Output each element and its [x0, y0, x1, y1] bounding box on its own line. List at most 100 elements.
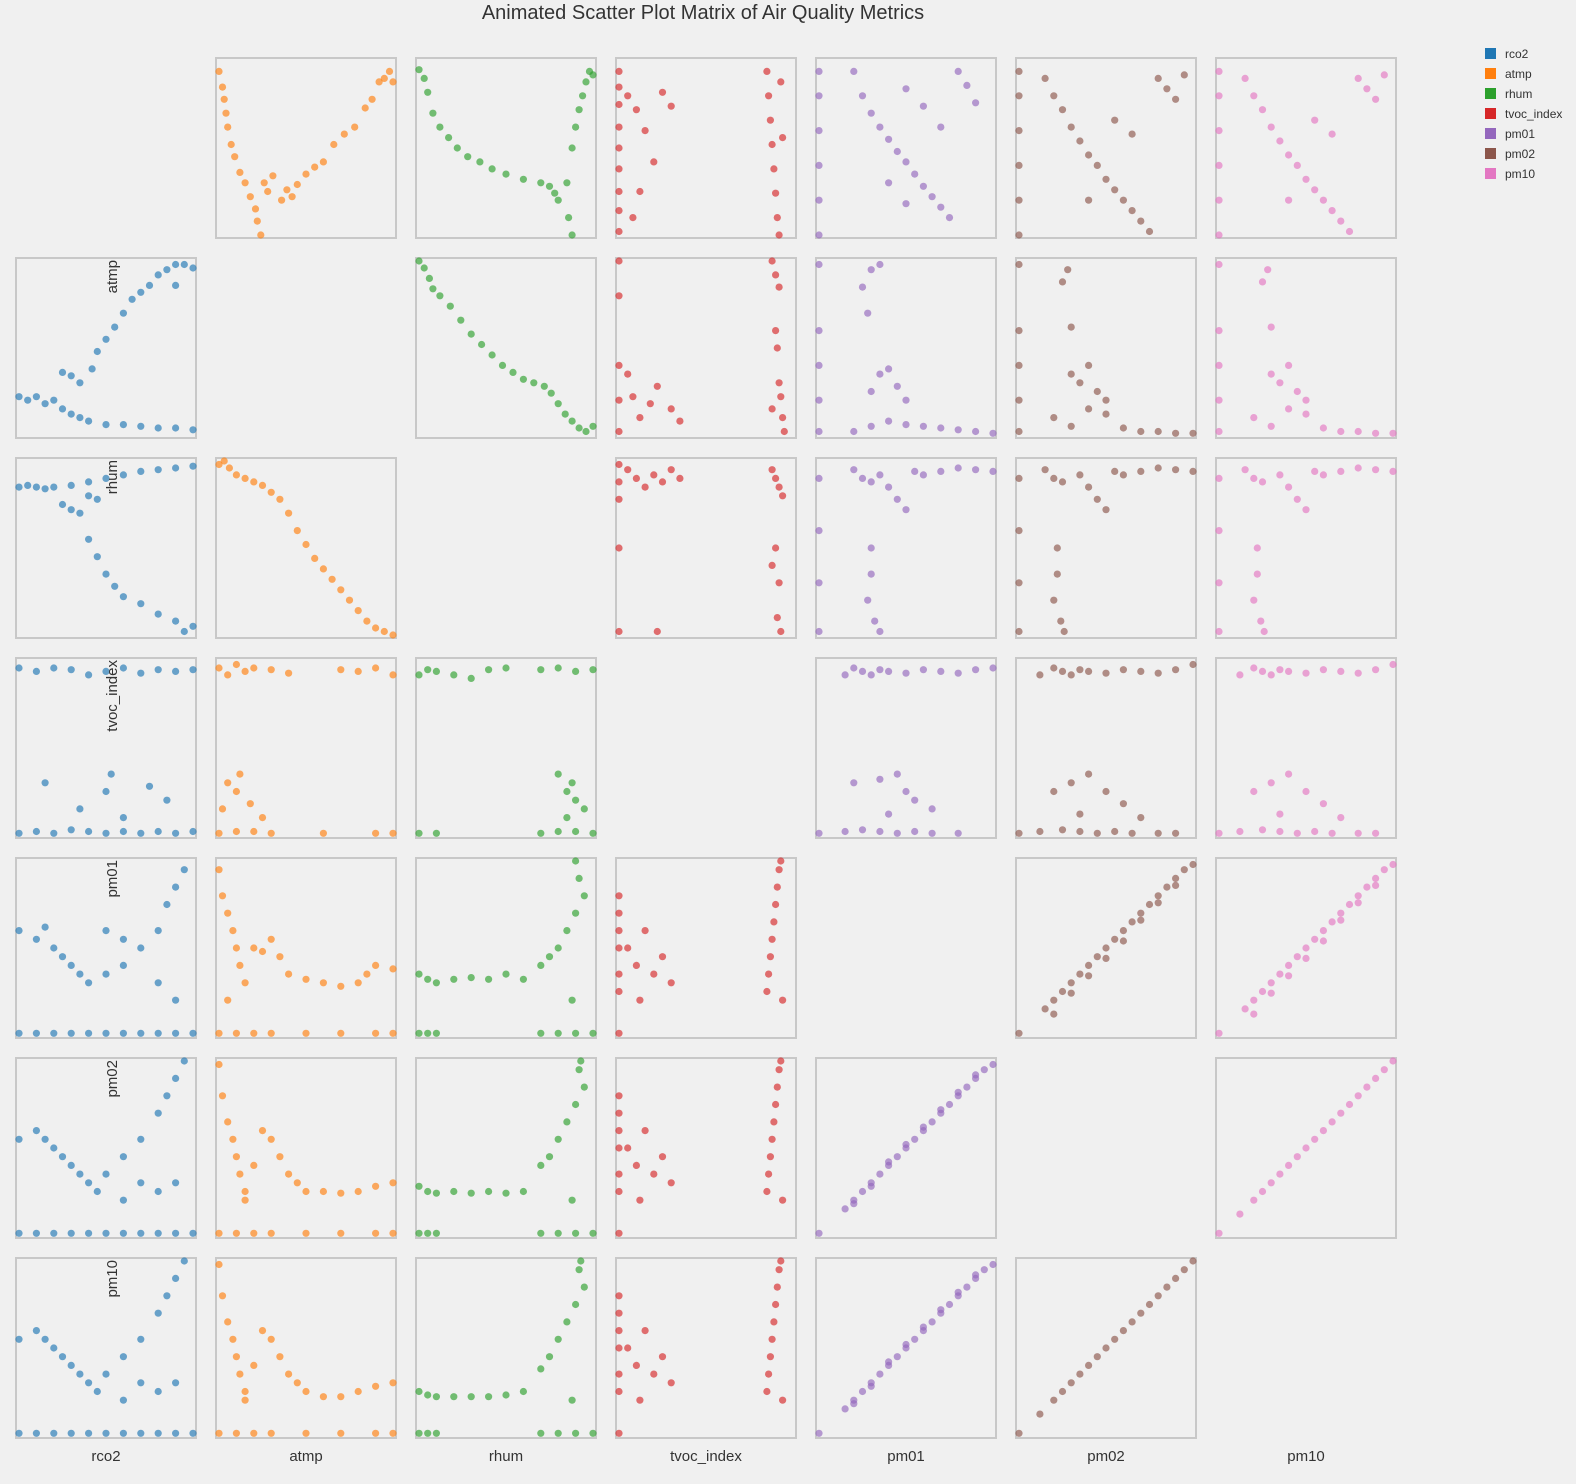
point	[467, 1189, 475, 1197]
point	[85, 1179, 93, 1187]
cell-frame-tvoc_index-pm10	[1215, 657, 1397, 839]
point	[163, 900, 171, 909]
point	[615, 544, 623, 552]
point	[615, 495, 623, 503]
point	[777, 857, 785, 865]
point	[893, 770, 901, 778]
point	[285, 1370, 293, 1378]
cell-tvoc_index-pm02	[1015, 660, 1197, 837]
point	[302, 1429, 310, 1437]
point	[989, 1260, 997, 1269]
point	[319, 979, 327, 987]
point	[189, 462, 197, 470]
point	[93, 1187, 101, 1196]
point	[1015, 161, 1023, 169]
point	[137, 1179, 145, 1187]
point	[119, 1153, 127, 1161]
point	[215, 1260, 223, 1269]
point	[537, 1365, 545, 1373]
point	[15, 1135, 23, 1143]
point	[498, 361, 507, 369]
point	[632, 1361, 641, 1369]
point	[867, 671, 875, 679]
point	[436, 292, 444, 300]
point	[632, 961, 641, 970]
point	[615, 361, 623, 369]
point	[1050, 414, 1058, 422]
point	[1319, 424, 1327, 432]
point	[1276, 379, 1284, 387]
point	[189, 1029, 197, 1037]
point	[32, 1429, 41, 1437]
point	[389, 1179, 397, 1187]
cell-frame-pm10-rco2	[15, 1257, 197, 1439]
point	[1241, 466, 1249, 474]
point	[667, 102, 675, 110]
point	[589, 422, 597, 430]
point	[450, 671, 458, 679]
point	[1036, 671, 1044, 679]
point	[76, 970, 84, 978]
point	[1015, 231, 1023, 239]
point	[636, 414, 644, 422]
point	[1067, 671, 1075, 679]
point	[380, 74, 388, 82]
point	[554, 196, 562, 204]
point	[1067, 123, 1075, 131]
point	[41, 1135, 49, 1143]
point	[267, 1335, 275, 1343]
point	[1076, 666, 1084, 674]
point	[102, 335, 110, 343]
point	[102, 474, 110, 482]
point	[641, 127, 649, 135]
point	[250, 1229, 258, 1237]
point	[615, 892, 623, 900]
y-axis-label-atmp: atmp	[104, 260, 121, 293]
point	[154, 1387, 162, 1396]
point	[1093, 387, 1101, 396]
point	[911, 827, 919, 836]
point	[1380, 866, 1388, 874]
point	[615, 1187, 623, 1196]
point	[1285, 196, 1293, 204]
legend-label-rco2: rco2	[1505, 47, 1529, 61]
point	[773, 344, 781, 352]
point	[189, 827, 197, 836]
point	[1363, 85, 1371, 93]
point	[772, 271, 780, 279]
cell-pm10-tvoc_index	[615, 1257, 787, 1437]
point	[775, 866, 783, 874]
point	[467, 330, 475, 338]
point	[432, 1189, 440, 1197]
point	[676, 417, 684, 425]
point	[928, 193, 936, 201]
point	[1015, 579, 1023, 587]
point	[766, 1353, 775, 1361]
point	[937, 123, 945, 131]
point	[302, 1187, 310, 1196]
point	[372, 1229, 380, 1237]
point	[563, 179, 571, 187]
point	[1189, 1257, 1197, 1265]
point	[911, 1335, 919, 1343]
point	[1053, 544, 1061, 552]
point	[871, 617, 879, 625]
point	[41, 1335, 49, 1343]
point	[1258, 987, 1267, 996]
point	[232, 1029, 240, 1037]
point	[1050, 1010, 1058, 1018]
point	[1354, 899, 1362, 907]
cell-frame-atmp-pm10	[1215, 257, 1397, 439]
point	[624, 944, 632, 952]
point	[867, 1182, 875, 1190]
point	[1137, 667, 1145, 676]
point	[1015, 361, 1023, 369]
point	[85, 492, 93, 500]
point	[224, 1318, 232, 1326]
point	[554, 400, 562, 408]
x-axis-label-rco2: rco2	[91, 1448, 120, 1465]
x-axis-label-rhum: rhum	[489, 1448, 523, 1465]
point	[1267, 323, 1275, 331]
point	[775, 231, 783, 239]
